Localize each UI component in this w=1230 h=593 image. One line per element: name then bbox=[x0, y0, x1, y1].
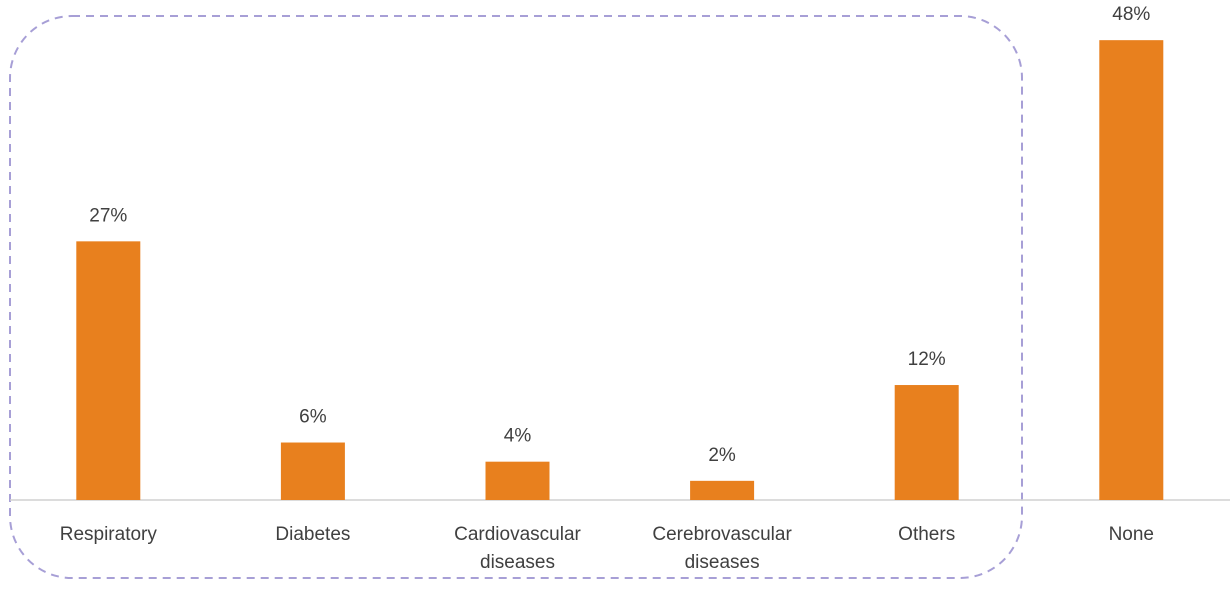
x-tick-label: Others bbox=[898, 524, 956, 545]
value-label: 27% bbox=[89, 205, 127, 226]
x-tick-label: Diabetes bbox=[275, 524, 351, 545]
bar bbox=[894, 385, 959, 500]
highlight-frame bbox=[9, 15, 1023, 579]
bar bbox=[1099, 40, 1164, 500]
value-label: 12% bbox=[908, 349, 946, 370]
value-label: 6% bbox=[299, 407, 327, 428]
bar bbox=[690, 480, 755, 500]
bar bbox=[280, 442, 345, 500]
value-label: 2% bbox=[708, 445, 736, 466]
x-tick-label: Respiratory bbox=[59, 524, 157, 545]
bar bbox=[485, 461, 550, 500]
value-label: 4% bbox=[504, 426, 532, 447]
x-tick-label: Cardiovascular diseases bbox=[454, 524, 581, 573]
bar bbox=[76, 241, 141, 500]
x-tick-label: Cerebrovascular diseases bbox=[652, 524, 792, 573]
x-tick-label: None bbox=[1108, 524, 1154, 545]
value-label: 48% bbox=[1112, 4, 1150, 25]
